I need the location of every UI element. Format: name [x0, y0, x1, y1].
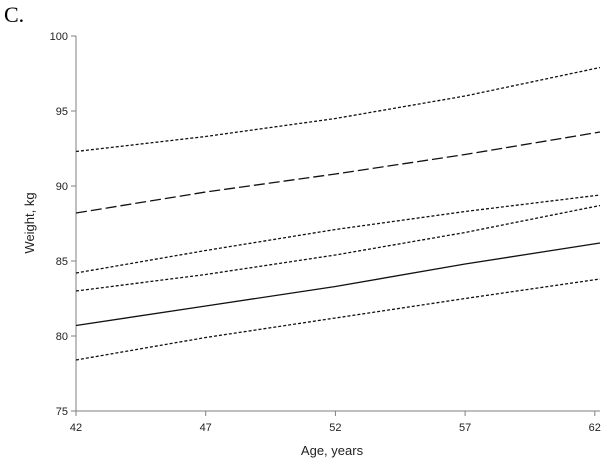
x-tick-label: 62 — [589, 422, 601, 434]
y-tick-label: 95 — [56, 106, 68, 118]
panel-label: C. — [4, 2, 24, 27]
series-line-5 — [75, 242, 601, 327]
x-tick-label: 52 — [329, 422, 341, 434]
y-tick-label: 75 — [56, 406, 68, 418]
y-ticks: 75 80 85 90 95 100 — [50, 31, 76, 418]
x-tick-label: 57 — [459, 422, 471, 434]
axes — [75, 36, 600, 412]
series-line-2 — [75, 131, 601, 214]
series-line-3 — [75, 194, 601, 274]
series-line-6 — [75, 278, 601, 361]
y-axis-title: Weight, kg — [22, 192, 37, 253]
x-tick-label: 42 — [70, 422, 82, 434]
x-axis-title: Age, years — [301, 443, 364, 458]
y-tick-label: 80 — [56, 331, 68, 343]
series-group — [75, 66, 601, 361]
y-tick-label: 90 — [56, 181, 68, 193]
y-tick-label: 100 — [50, 31, 68, 43]
x-ticks: 42 47 52 57 62 — [70, 411, 601, 434]
series-line-4 — [75, 204, 601, 292]
y-tick-label: 85 — [56, 256, 68, 268]
series-line-1 — [75, 66, 601, 153]
x-tick-label: 47 — [200, 422, 212, 434]
